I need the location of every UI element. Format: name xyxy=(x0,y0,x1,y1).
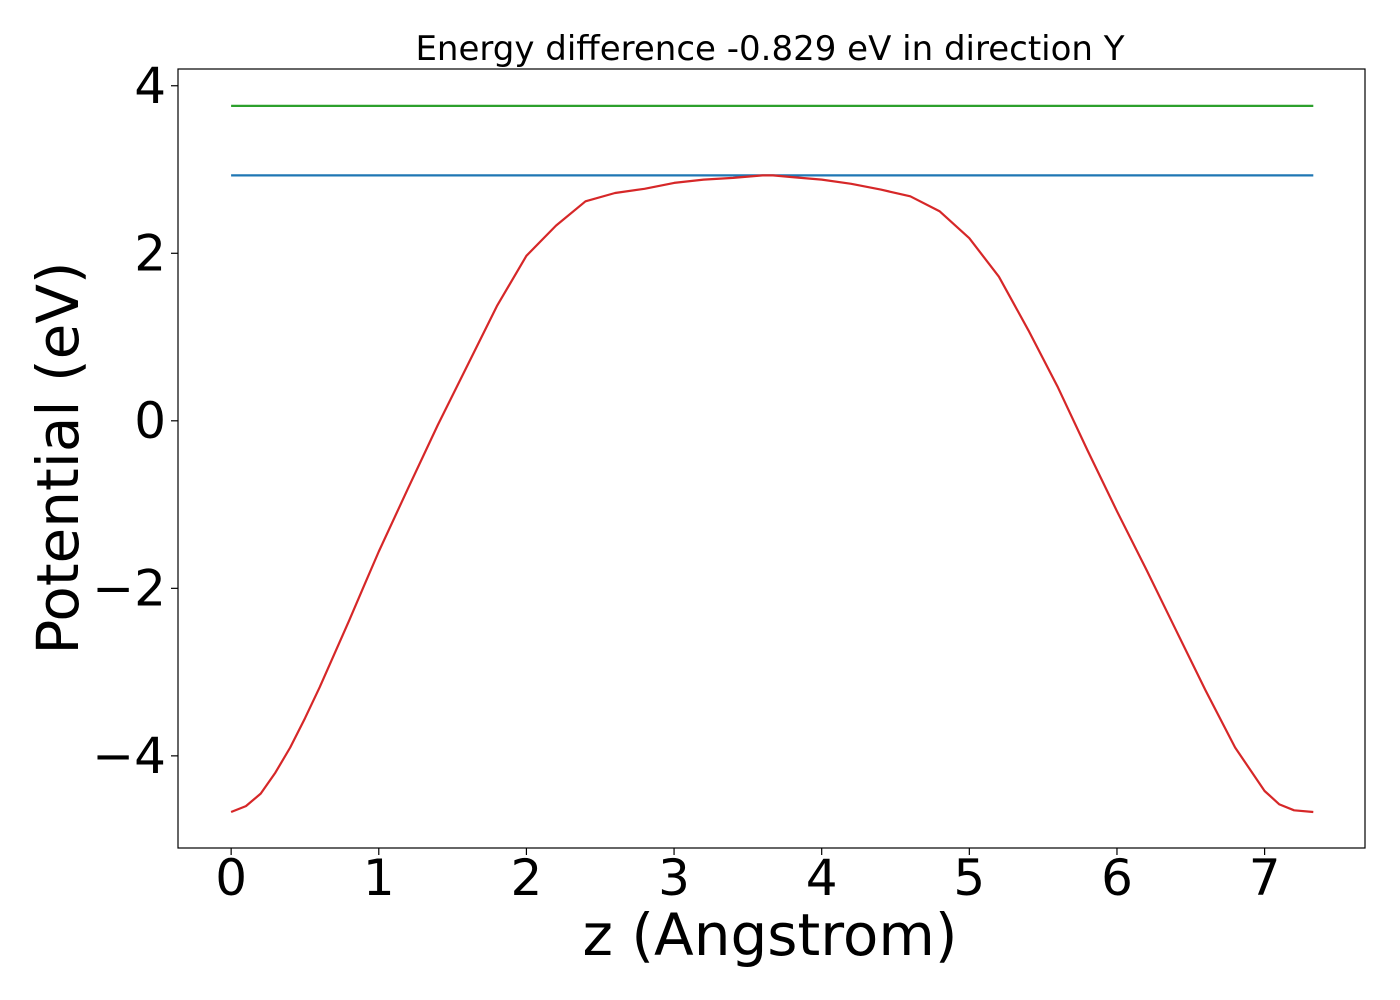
x-axis-label: z (Angstrom) xyxy=(583,901,958,969)
x-tick-label: 4 xyxy=(806,849,838,907)
x-tick-label: 1 xyxy=(363,849,395,907)
y-tick-label: 0 xyxy=(134,392,166,450)
y-axis: 4 2 0 −2 −4 xyxy=(92,57,178,785)
x-tick-label: 3 xyxy=(658,849,690,907)
x-tick-label: 2 xyxy=(511,849,543,907)
x-tick-label: 7 xyxy=(1249,849,1281,907)
plot-frame xyxy=(177,68,1366,849)
y-axis-label: Potential (eV) xyxy=(24,261,92,654)
x-tick-label: 6 xyxy=(1101,849,1133,907)
x-tick-label: 0 xyxy=(215,849,247,907)
y-tick-label: 2 xyxy=(134,224,166,282)
series-layer xyxy=(230,104,1314,814)
y-tick-label: −4 xyxy=(92,727,166,785)
y-tick-label: −2 xyxy=(92,559,166,617)
x-tick-label: 5 xyxy=(953,849,985,907)
y-tick-label: 4 xyxy=(134,57,166,115)
series-line-2 xyxy=(230,174,1314,814)
chart-title: Energy difference -0.829 eV in direction… xyxy=(415,29,1124,69)
x-axis: 0 1 2 3 4 5 6 7 xyxy=(215,848,1281,907)
